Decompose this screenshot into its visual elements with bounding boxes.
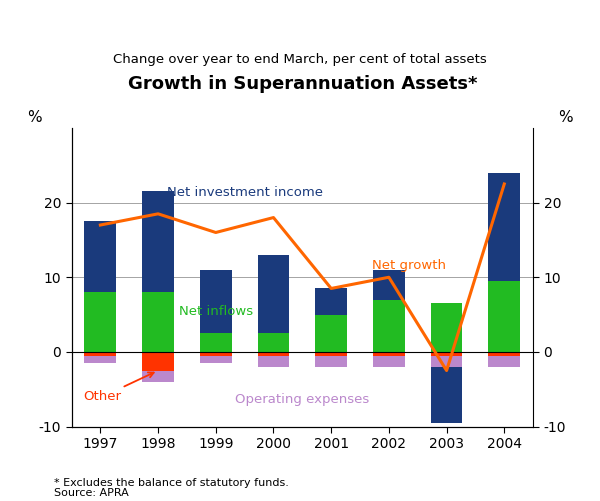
- Bar: [85, 352, 116, 356]
- Title: Growth in Superannuation Assets*: Growth in Superannuation Assets*: [128, 75, 477, 93]
- Bar: [316, 289, 347, 315]
- Bar: [373, 300, 405, 352]
- Bar: [488, 173, 520, 281]
- Text: %: %: [558, 110, 573, 125]
- Bar: [85, 356, 116, 363]
- Text: Other: Other: [83, 372, 154, 403]
- Bar: [200, 270, 232, 333]
- Bar: [200, 356, 232, 363]
- Text: %: %: [27, 110, 42, 125]
- Bar: [257, 352, 289, 356]
- Bar: [316, 356, 347, 367]
- Text: * Excludes the balance of statutory funds.: * Excludes the balance of statutory fund…: [54, 478, 289, 488]
- Bar: [488, 352, 520, 356]
- Text: Source: APRA: Source: APRA: [54, 488, 129, 498]
- Text: Net investment income: Net investment income: [167, 186, 323, 199]
- Bar: [431, 367, 463, 423]
- Bar: [257, 255, 289, 333]
- Bar: [257, 333, 289, 352]
- Bar: [431, 352, 463, 356]
- Bar: [316, 352, 347, 356]
- Bar: [142, 371, 174, 382]
- Text: Operating expenses: Operating expenses: [235, 393, 370, 406]
- Bar: [142, 191, 174, 292]
- Bar: [200, 352, 232, 356]
- Text: Net inflows: Net inflows: [179, 305, 253, 318]
- Bar: [373, 356, 405, 367]
- Bar: [373, 270, 405, 300]
- Bar: [316, 315, 347, 352]
- Bar: [373, 352, 405, 356]
- Text: Change over year to end March, per cent of total assets: Change over year to end March, per cent …: [113, 53, 487, 66]
- Bar: [85, 221, 116, 292]
- Bar: [85, 292, 116, 352]
- Bar: [431, 304, 463, 352]
- Bar: [142, 292, 174, 352]
- Bar: [488, 356, 520, 367]
- Bar: [142, 352, 174, 371]
- Bar: [257, 356, 289, 367]
- Bar: [488, 281, 520, 352]
- Text: Net growth: Net growth: [371, 259, 446, 272]
- Bar: [431, 356, 463, 367]
- Bar: [200, 333, 232, 352]
